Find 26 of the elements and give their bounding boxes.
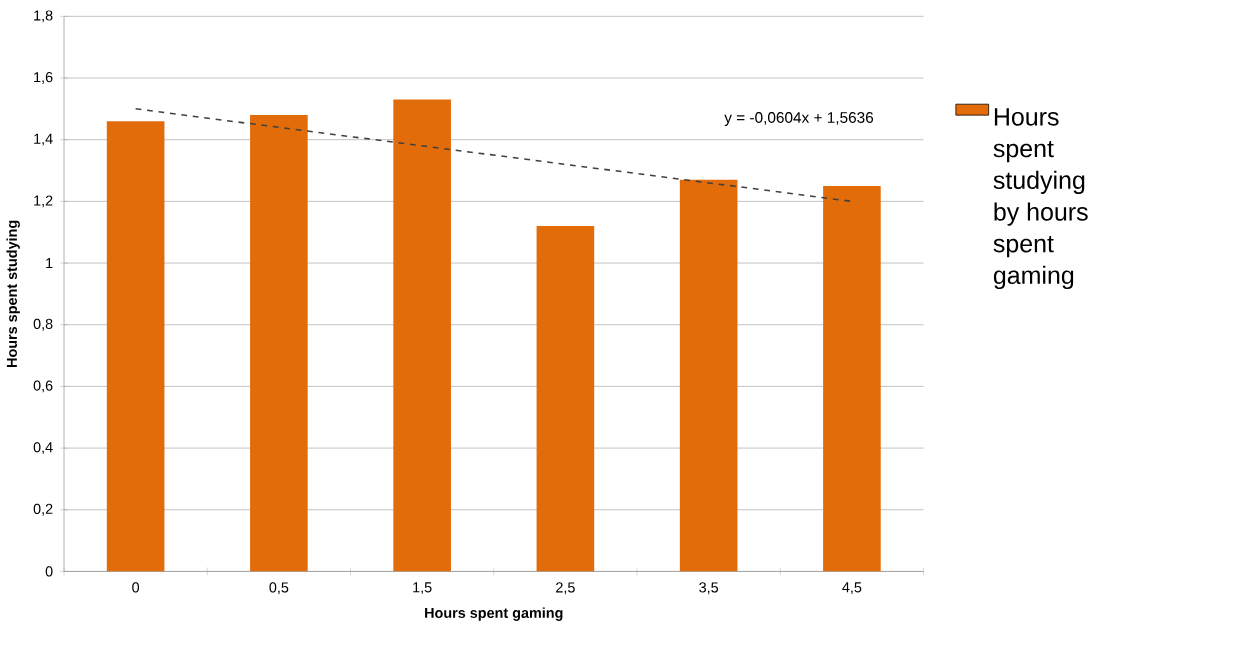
y-tick-label: 0 — [45, 566, 53, 577]
y-tick-label: 1,2 — [34, 195, 53, 208]
y-axis-title: Hours spent studying — [6, 220, 20, 367]
legend-label: Hours spent studying by hours spent gaming — [993, 108, 1088, 289]
x-tick-label: 2,5 — [556, 582, 575, 595]
x-axis-title: Hours spent gaming — [425, 607, 563, 621]
bar — [536, 225, 595, 572]
annotation: y = -0,0604x + 1,5636 — [724, 111, 874, 126]
y-tick-label: 1,8 — [34, 10, 53, 23]
bar — [250, 114, 308, 572]
x-tick-label: 4,5 — [842, 582, 862, 594]
x-tick-label: 1,5 — [413, 582, 432, 594]
y-tick-label: 0,4 — [33, 442, 53, 454]
bar — [823, 185, 881, 572]
x-tick-label: 0,5 — [269, 582, 289, 595]
y-tick-label: 1 — [46, 258, 53, 268]
x-tick-label: 0 — [132, 582, 140, 593]
bar — [106, 121, 165, 572]
bar — [393, 99, 451, 572]
y-tick-label: 1,6 — [34, 71, 53, 84]
x-tick-label: 3,5 — [699, 582, 719, 595]
y-tick-label: 0,2 — [33, 503, 53, 516]
bar — [679, 179, 738, 572]
y-tick-label: 0,8 — [33, 318, 53, 331]
y-tick-label: 0,6 — [33, 380, 53, 393]
y-tick-label: 1,4 — [34, 133, 53, 146]
